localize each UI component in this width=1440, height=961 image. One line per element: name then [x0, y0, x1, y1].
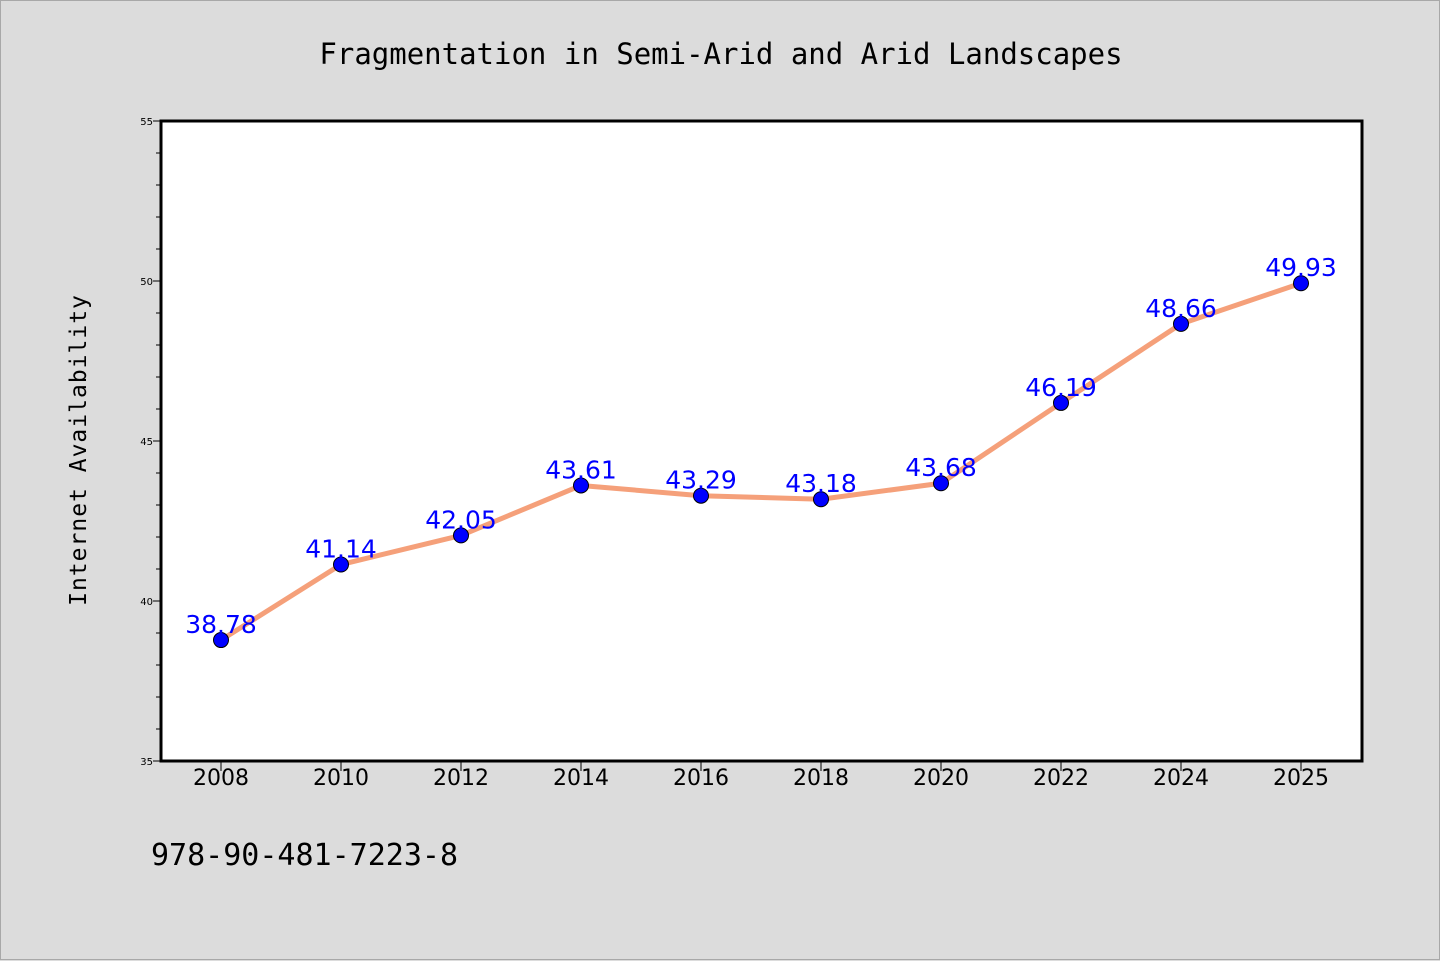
- y-tick-label: 55: [140, 117, 153, 128]
- x-tick-label: 2008: [193, 766, 249, 791]
- data-label: 42.05: [425, 505, 497, 534]
- data-point: [813, 491, 829, 508]
- y-axis-ticks: 35 40 45 50 55: [140, 117, 161, 768]
- chart-title: Fragmentation in Semi-Arid and Arid Land…: [319, 37, 1122, 71]
- x-tick-label: 2024: [1153, 766, 1209, 791]
- data-labels: 38.78 41.14 42.05 43.61 43.29 43.18 43.68 46.19…: [185, 253, 1337, 639]
- data-label: 43.29: [665, 466, 737, 495]
- series-line: [218, 280, 1304, 643]
- x-tick-label: 2020: [913, 766, 969, 791]
- data-label: 43.68: [905, 453, 977, 482]
- x-axis-ticks: 2008 2010 2012 2014 2016 2018 2020 2022 2024 2025: [193, 761, 1329, 791]
- data-label: 43.18: [785, 469, 857, 498]
- x-tick-label: 2016: [673, 766, 729, 791]
- series-markers: [213, 275, 1309, 649]
- data-label: 38.78: [185, 610, 257, 639]
- data-point: [1293, 275, 1309, 292]
- x-tick-label: 2025: [1273, 766, 1329, 791]
- x-tick-label: 2014: [553, 766, 609, 791]
- data-point: [693, 487, 709, 504]
- y-tick-label: 35: [140, 757, 153, 768]
- data-label: 43.61: [545, 455, 617, 484]
- data-point: [1173, 315, 1189, 332]
- x-tick-label: 2022: [1033, 766, 1089, 791]
- x-tick-label: 2012: [433, 766, 489, 791]
- data-point: [453, 527, 469, 544]
- y-axis-label: Internet Availability: [66, 294, 92, 606]
- x-tick-label: 2018: [793, 766, 849, 791]
- y-tick-label: 50: [140, 277, 153, 288]
- data-label: 41.14: [305, 535, 377, 564]
- isbn-text: 978-90-481-7223-8: [151, 838, 458, 873]
- data-point: [1053, 394, 1069, 411]
- data-label: 49.93: [1265, 253, 1337, 282]
- y-tick-label: 45: [140, 437, 153, 448]
- y-tick-label: 40: [140, 597, 153, 608]
- data-point: [573, 477, 589, 494]
- data-label: 48.66: [1145, 294, 1217, 323]
- data-point: [213, 632, 229, 649]
- x-tick-label: 2010: [313, 766, 369, 791]
- data-point: [333, 556, 349, 573]
- series-line-group: [218, 280, 1304, 643]
- plot-area: [159, 119, 1364, 763]
- data-label: 46.19: [1025, 373, 1097, 402]
- data-point: [933, 475, 949, 492]
